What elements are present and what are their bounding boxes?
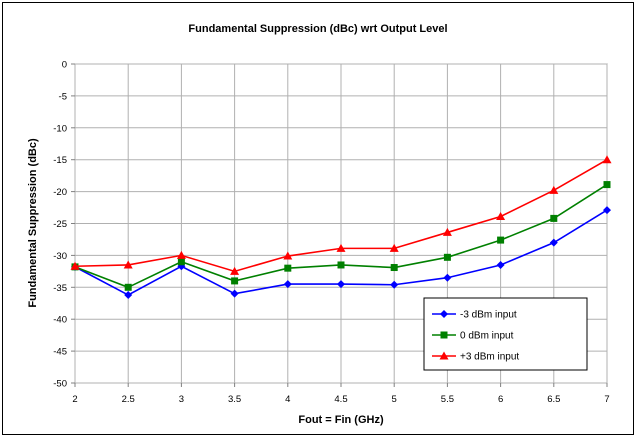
x-tick-label: 3.5	[228, 394, 241, 405]
data-point	[124, 290, 133, 299]
data-point	[389, 243, 399, 252]
y-tick-label: -30	[53, 251, 67, 262]
legend-marker	[439, 351, 449, 360]
x-tick-label: 2	[72, 394, 77, 405]
y-tick-label: -10	[53, 123, 67, 134]
legend-marker	[440, 331, 448, 339]
data-point	[124, 283, 132, 291]
y-tick-label: -40	[53, 315, 67, 326]
y-tick-label: -50	[53, 379, 67, 390]
y-tick-label: -25	[53, 219, 67, 230]
y-tick-label: -45	[53, 347, 67, 358]
data-point	[496, 260, 505, 269]
x-tick-label: 7	[604, 394, 609, 405]
y-tick-label: -5	[59, 91, 67, 102]
x-axis-ticks: 2 2.5 3 3.5 4 4.5 5 5.5 6 6.5 7	[72, 383, 610, 405]
data-point	[549, 238, 558, 247]
data-point	[390, 264, 398, 272]
data-point	[283, 251, 293, 260]
data-point	[123, 260, 133, 269]
data-point	[231, 277, 239, 285]
y-tick-label: -20	[53, 187, 67, 198]
legend-box	[423, 297, 588, 371]
x-tick-label: 4.5	[334, 394, 347, 405]
y-tick-label: -35	[53, 283, 67, 294]
data-point	[390, 280, 399, 289]
data-point	[550, 214, 558, 222]
x-tick-label: 3	[179, 394, 184, 405]
legend-marker	[440, 310, 448, 318]
data-point	[603, 206, 611, 215]
data-point	[496, 211, 506, 220]
y-tick-label: 0	[62, 60, 67, 71]
data-point	[230, 266, 240, 275]
series-0	[71, 206, 611, 299]
y-axis-ticks: 0 -5 -10 -15 -20 -25 -30 -35 -40 -45 -50	[53, 60, 75, 390]
x-tick-label: 6	[498, 394, 503, 405]
data-point	[336, 243, 346, 252]
data-point	[70, 261, 80, 270]
data-point	[284, 264, 292, 272]
x-axis-title: Fout = Fin (GHz)	[298, 414, 384, 426]
series-2	[70, 155, 612, 275]
data-point	[442, 227, 452, 236]
x-tick-label: 5.5	[441, 394, 454, 405]
y-axis-title: Fundamental Suppression (dBc)	[27, 138, 39, 308]
x-tick-label: 4	[285, 394, 290, 405]
data-point	[337, 261, 345, 269]
data-point	[497, 236, 505, 244]
data-point	[283, 280, 292, 289]
legend: -3 dBm input 0 dBm input +3 dBm input	[423, 297, 588, 371]
data-point	[176, 250, 186, 259]
series-lines	[70, 155, 612, 299]
data-point	[602, 155, 612, 164]
data-point	[549, 185, 559, 194]
legend-label: -3 dBm input	[460, 310, 517, 321]
data-point	[603, 181, 611, 189]
data-point	[443, 273, 452, 282]
chart-title: Fundamental Suppression (dBc) wrt Output…	[188, 23, 447, 35]
legend-label: +3 dBm input	[460, 352, 519, 363]
x-tick-label: 6.5	[547, 394, 560, 405]
data-point	[443, 253, 451, 261]
legend-label: 0 dBm input	[460, 331, 514, 342]
data-point	[337, 280, 345, 289]
x-tick-label: 2.5	[122, 394, 135, 405]
y-tick-label: -15	[53, 155, 67, 166]
x-tick-label: 5	[392, 394, 397, 405]
data-point	[177, 258, 185, 266]
data-point	[230, 289, 239, 298]
